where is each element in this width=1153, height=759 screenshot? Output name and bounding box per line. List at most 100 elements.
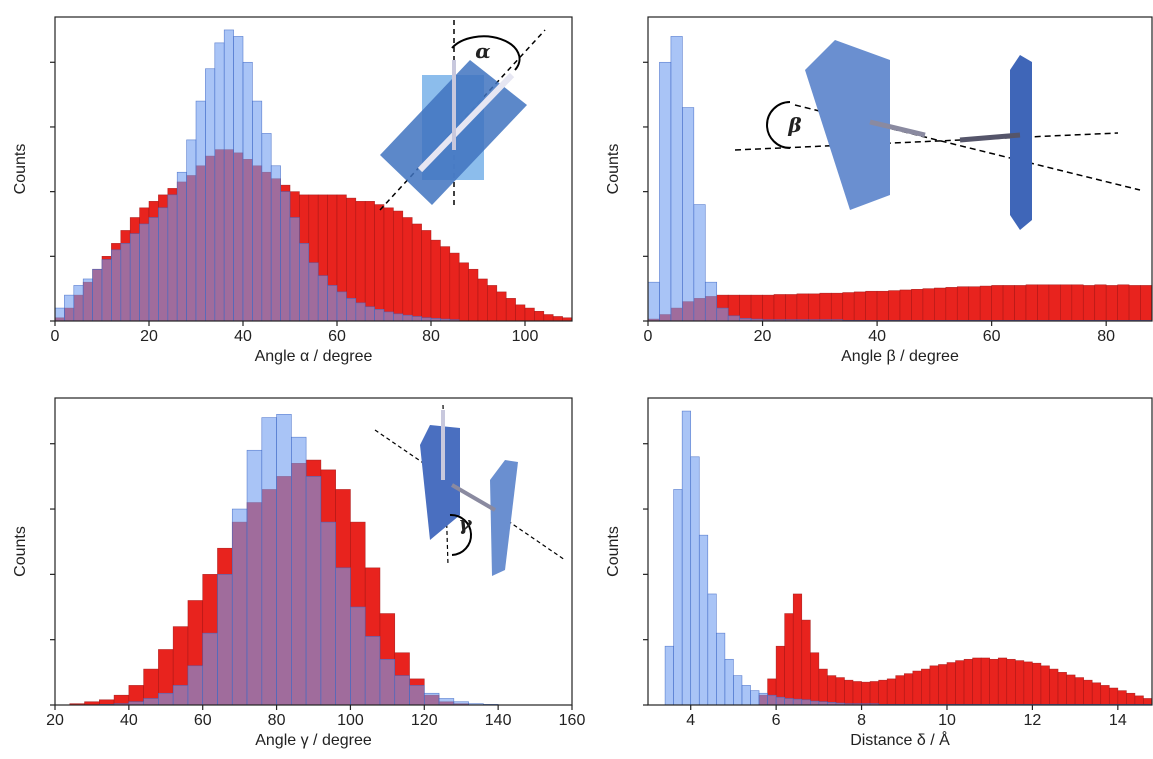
x-tick-label: 0	[51, 328, 60, 345]
bar	[869, 681, 879, 706]
x-axis-label: Angle α / degree	[255, 348, 373, 365]
bar	[792, 593, 803, 706]
bar	[876, 290, 889, 322]
bar	[886, 678, 897, 706]
bar	[741, 685, 751, 706]
bar	[1134, 695, 1144, 706]
bar	[899, 289, 912, 322]
x-tick-label: 60	[983, 328, 1001, 345]
bar	[1074, 677, 1084, 706]
bar	[101, 259, 112, 322]
bar	[835, 677, 845, 706]
bar	[842, 292, 855, 322]
bar	[785, 294, 798, 322]
bar	[762, 294, 775, 322]
bar	[505, 298, 516, 322]
bar	[1128, 285, 1141, 322]
x-tick-label: 40	[234, 328, 252, 345]
bar	[242, 61, 253, 322]
bar	[989, 658, 999, 706]
bar	[430, 239, 441, 322]
bar	[1057, 672, 1067, 706]
bar	[775, 696, 785, 706]
bar	[670, 36, 683, 322]
bar	[438, 698, 455, 706]
bar	[355, 302, 366, 322]
bar	[202, 632, 218, 706]
y-axis-label: Counts	[12, 526, 29, 577]
bar	[261, 417, 277, 706]
bar	[946, 662, 956, 706]
y-axis-label: Counts	[605, 526, 622, 577]
bar	[1117, 690, 1127, 706]
bar	[1014, 285, 1027, 322]
bar	[1048, 284, 1061, 322]
bar	[1082, 285, 1096, 322]
bar	[217, 574, 233, 706]
bar	[214, 42, 225, 322]
bar	[991, 285, 1004, 322]
bar	[968, 286, 981, 322]
bar	[233, 36, 244, 322]
bar	[1006, 658, 1016, 706]
bar	[716, 632, 726, 706]
bar	[205, 68, 216, 322]
bar	[921, 668, 931, 706]
bar	[276, 414, 292, 706]
bar	[374, 309, 385, 322]
bar	[543, 314, 554, 322]
bar	[775, 645, 785, 706]
bar	[861, 681, 871, 706]
plot-frame	[647, 397, 1153, 706]
x-tick-label: 10	[938, 712, 956, 729]
bar	[317, 275, 328, 322]
bar	[350, 606, 366, 706]
bar	[364, 306, 375, 322]
bar	[733, 675, 743, 706]
x-tick-label: 20	[46, 712, 64, 729]
bar	[82, 278, 93, 322]
series	[647, 36, 1153, 322]
bar	[186, 139, 197, 322]
x-tick-label: 8	[857, 712, 866, 729]
bar	[402, 217, 413, 322]
bar	[1040, 665, 1050, 706]
x-tick-label: 100	[337, 712, 364, 729]
bar	[1015, 660, 1025, 706]
bar	[888, 290, 901, 322]
bar	[305, 476, 322, 706]
bar	[261, 133, 272, 322]
y-axis-label: Counts	[605, 144, 622, 195]
plot-frame	[54, 397, 573, 706]
x-axis-label: Angle γ / degree	[255, 732, 372, 749]
bar	[129, 233, 140, 322]
bar	[270, 165, 281, 322]
bar	[393, 313, 404, 322]
bar	[1108, 687, 1119, 706]
bar	[364, 636, 381, 706]
bar	[727, 315, 740, 322]
inset-label: β	[787, 113, 801, 137]
bar	[1140, 285, 1153, 322]
bar	[1037, 284, 1050, 322]
bar	[167, 194, 178, 322]
bar	[477, 278, 488, 322]
bar	[524, 307, 535, 322]
x-tick-label: 4	[686, 712, 695, 729]
bar	[346, 298, 357, 322]
bar	[980, 657, 990, 706]
bar	[750, 294, 763, 322]
bar	[827, 675, 837, 706]
bar	[411, 223, 422, 322]
x-tick-label: 80	[422, 328, 440, 345]
x-tick-label: 20	[754, 328, 772, 345]
plot-frame	[54, 16, 573, 322]
bar	[911, 289, 924, 322]
bar	[682, 107, 695, 322]
bar	[148, 217, 159, 322]
y-axis-label: Counts	[12, 144, 29, 195]
bar	[830, 292, 844, 322]
bar	[158, 692, 174, 706]
bar	[246, 449, 263, 706]
